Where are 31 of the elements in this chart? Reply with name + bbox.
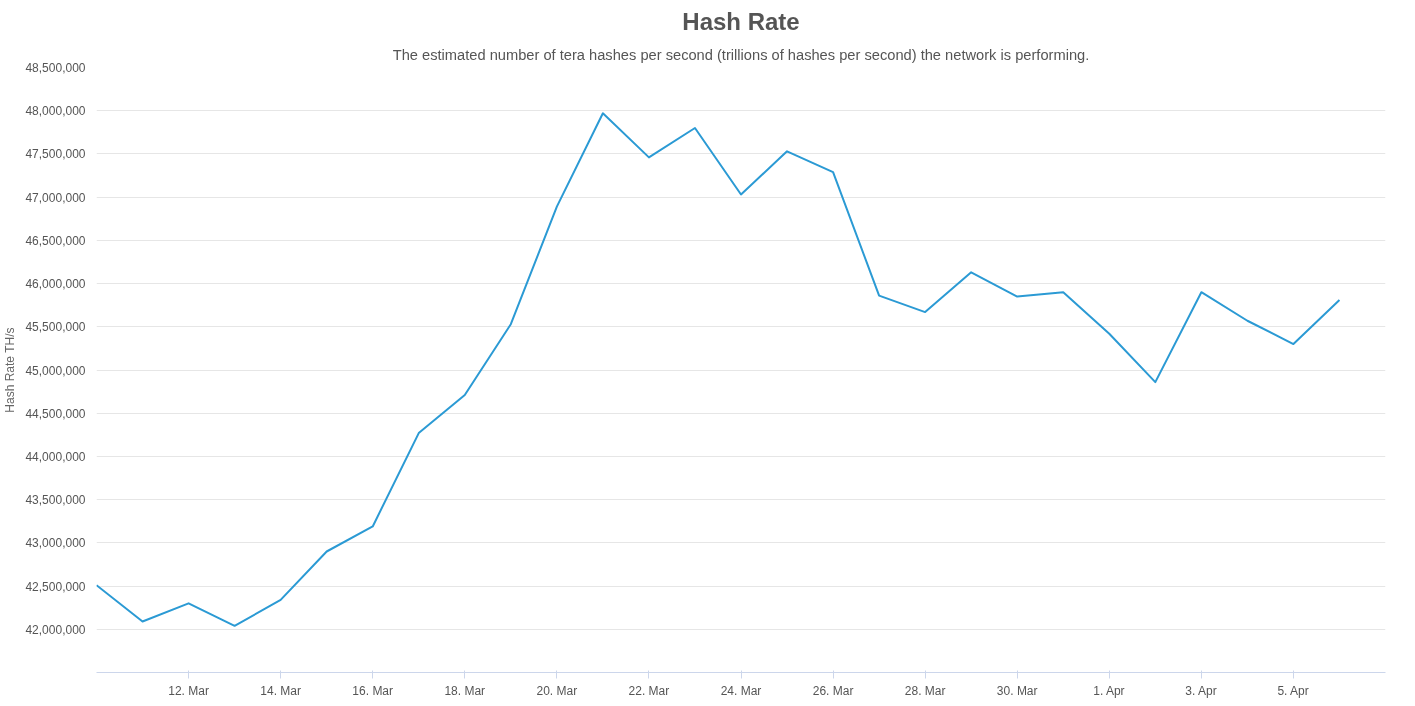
- y-tick-label: 43,500,000: [25, 493, 86, 508]
- y-tick-label: 46,500,000: [25, 233, 86, 248]
- y-tick-label: 44,500,000: [25, 406, 86, 421]
- x-tick-label: 14. Mar: [260, 683, 301, 698]
- y-tick-label: 48,500,000: [25, 61, 86, 75]
- x-tick-label: 16. Mar: [352, 683, 394, 698]
- y-tick-label: 47,500,000: [25, 147, 86, 162]
- y-tick-label: 45,500,000: [25, 320, 86, 335]
- y-axis-title: Hash Rate TH/s: [3, 327, 18, 413]
- y-tick-label: 43,000,000: [25, 536, 86, 551]
- y-tick-label: 47,000,000: [25, 190, 86, 205]
- x-tick-label: 22. Mar: [628, 683, 670, 698]
- x-tick-label: 12. Mar: [168, 683, 209, 698]
- x-tick-label: 5. Apr: [1277, 683, 1309, 698]
- x-tick-label: 3. Apr: [1185, 683, 1217, 698]
- y-tick-label: 46,000,000: [25, 277, 86, 292]
- x-tick-label: 26. Mar: [812, 683, 854, 698]
- y-tick-label: 48,000,000: [25, 104, 86, 119]
- y-tick-label: 45,000,000: [25, 363, 86, 378]
- y-tick-label: 42,000,000: [25, 622, 86, 637]
- x-tick-label: 18. Mar: [444, 683, 486, 698]
- x-tick-label: 28. Mar: [904, 683, 946, 698]
- line-series: [96, 112, 1341, 627]
- chart-title: Hash Rate: [682, 7, 800, 35]
- x-tick-label: 24. Mar: [720, 683, 762, 698]
- y-tick-label: 42,500,000: [25, 579, 86, 594]
- x-tick-label: 20. Mar: [536, 683, 578, 698]
- x-tick-label: 1. Apr: [1093, 683, 1125, 698]
- y-tick-label: 44,000,000: [25, 449, 86, 464]
- chart-subtitle: The estimated number of tera hashes per second (trillions of hashes per second) the network is performing.: [392, 46, 1090, 63]
- x-tick-label: 30. Mar: [996, 683, 1038, 698]
